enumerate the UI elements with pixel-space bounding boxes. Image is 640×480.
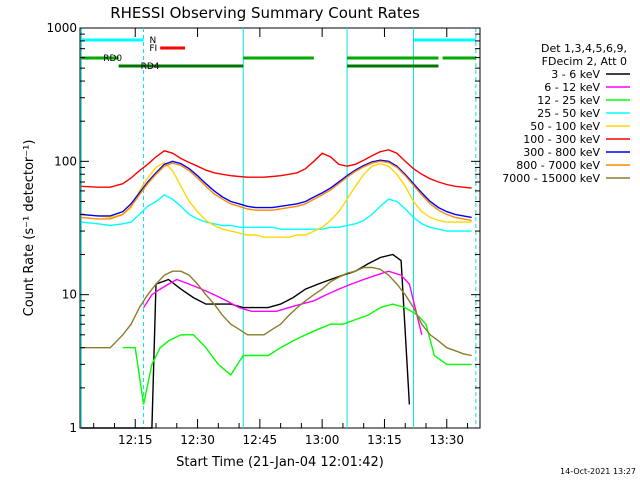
series-line-7 [81, 160, 472, 222]
legend-label-8: 7000 - 15000 keV [502, 172, 600, 185]
indicator-group: NFI RD0 RD4 [81, 36, 476, 72]
chart-title: RHESSI Observing Summary Count Rates [110, 4, 420, 22]
timestamp-label: 14-Oct-2021 13:27 [560, 467, 636, 476]
legend-label-5: 100 - 300 keV [523, 133, 600, 146]
series-group [81, 149, 472, 429]
x-tick-label-2: 12:45 [243, 433, 278, 447]
x-tick-label-1: 12:30 [180, 433, 215, 447]
series-line-3 [81, 194, 472, 232]
legend-label-2: 12 - 25 keV [537, 94, 600, 107]
legend-label-4: 50 - 100 keV [530, 120, 600, 133]
x-tick-label-0: 12:15 [118, 433, 153, 447]
indicator-label-1: FI [149, 44, 157, 54]
x-axis-title: Start Time (21-Jan-04 12:01:42) [176, 455, 384, 470]
y-tick-label-0: 1 [69, 421, 77, 435]
x-tick-label-4: 13:15 [367, 433, 402, 447]
y-axis-title: Count Rate (s⁻¹ detector⁻¹) [22, 140, 37, 317]
series-line-5 [81, 149, 472, 189]
legend-label-6: 300 - 800 keV [523, 146, 600, 159]
indicator-label-0: N [150, 36, 157, 46]
legend-header-0: Det 1,3,4,5,6,9, [541, 42, 627, 55]
legend-header-1: FDecim 2, Att 0 [542, 55, 627, 68]
series-line-6 [81, 159, 472, 219]
y-tick-label-2: 100 [54, 154, 77, 168]
x-tick-label-5: 13:30 [429, 433, 464, 447]
cyan-vlines-group [80, 28, 477, 428]
y-tick-label-1: 10 [62, 288, 77, 302]
x-tick-label-3: 13:00 [305, 433, 340, 447]
y-tick-label-3: 1000 [46, 21, 77, 35]
plot-frame [79, 27, 481, 429]
legend-label-7: 800 - 7000 keV [516, 159, 600, 172]
indicator-label-3: RD4 [141, 62, 160, 72]
series-line-1 [143, 270, 423, 335]
legend: Det 1,3,4,5,6,9,FDecim 2, Att 03 - 6 keV… [502, 42, 630, 185]
series-line-8 [81, 266, 472, 357]
legend-label-1: 6 - 12 keV [544, 81, 600, 94]
indicator-label-2: RD0 [103, 54, 122, 64]
series-line-4 [81, 161, 472, 238]
legend-label-3: 25 - 50 keV [537, 107, 600, 120]
legend-label-0: 3 - 6 keV [551, 68, 600, 81]
axis-ticks: 12:15 12:30 12:45 13:00 13:15 13:30 1 10 100 1000 [46, 21, 480, 447]
